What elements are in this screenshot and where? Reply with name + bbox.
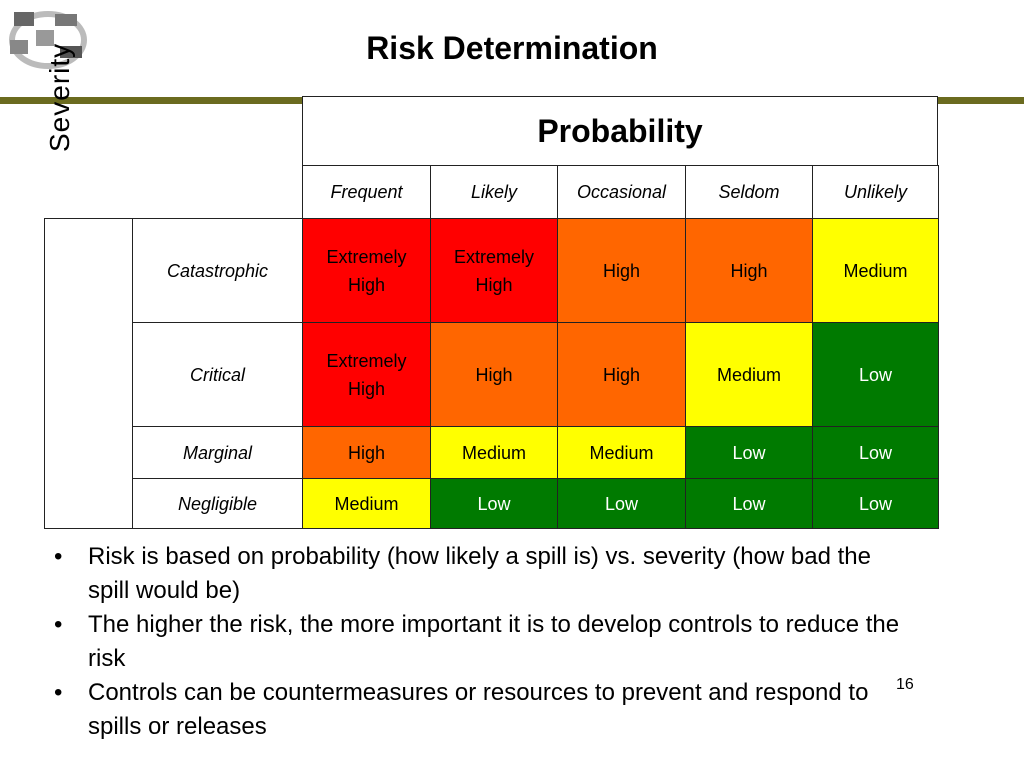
risk-cell: Low xyxy=(812,322,939,427)
probability-header: Probability xyxy=(302,96,938,166)
risk-cell: High xyxy=(557,218,686,323)
bullet: Risk is based on probability (how likely… xyxy=(48,540,908,608)
risk-cell: Medium xyxy=(685,322,813,427)
risk-cell: Medium xyxy=(557,426,686,479)
bullet: The higher the risk, the more important … xyxy=(48,608,908,676)
row-label: Marginal xyxy=(132,426,303,479)
risk-cell: Low xyxy=(430,478,558,529)
bullet-list: Risk is based on probability (how likely… xyxy=(48,540,908,744)
risk-cell: Low xyxy=(557,478,686,529)
page-number: 16 xyxy=(896,676,914,693)
column-header: Unlikely xyxy=(812,165,939,219)
risk-cell: Low xyxy=(812,478,939,529)
risk-cell: Medium xyxy=(430,426,558,479)
risk-cell: Low xyxy=(685,478,813,529)
column-header: Frequent xyxy=(302,165,431,219)
title: Risk Determination xyxy=(366,30,658,66)
risk-cell: High xyxy=(685,218,813,323)
row-label: Critical xyxy=(132,322,303,427)
risk-cell: Extremely High xyxy=(430,218,558,323)
severity-label: Severity xyxy=(44,42,75,152)
column-header: Occasional xyxy=(557,165,686,219)
risk-cell: Medium xyxy=(302,478,431,529)
row-label: Negligible xyxy=(132,478,303,529)
bullet: Controls can be countermeasures or resou… xyxy=(48,676,908,744)
risk-cell: Medium xyxy=(812,218,939,323)
risk-cell: High xyxy=(557,322,686,427)
risk-cell: High xyxy=(302,426,431,479)
logo xyxy=(9,11,87,69)
risk-cell: Extremely High xyxy=(302,322,431,427)
column-header: Likely xyxy=(430,165,558,219)
risk-cell: Low xyxy=(812,426,939,479)
risk-cell: Extremely High xyxy=(302,218,431,323)
severity-cell xyxy=(44,218,133,529)
row-label: Catastrophic xyxy=(132,218,303,323)
column-header: Seldom xyxy=(685,165,813,219)
risk-cell: Low xyxy=(685,426,813,479)
risk-cell: High xyxy=(430,322,558,427)
